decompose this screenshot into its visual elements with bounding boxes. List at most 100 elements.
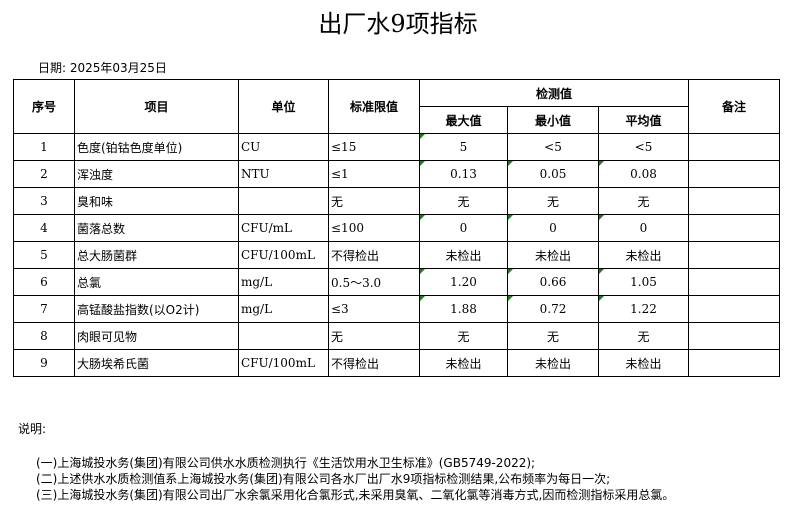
cell-min[interactable]: 0.05 (507, 160, 599, 188)
cell-item[interactable]: 臭和味 (74, 187, 239, 215)
cell-no[interactable]: 5 (13, 241, 75, 269)
cell-limit[interactable]: 不得检出 (328, 349, 420, 377)
cell-limit[interactable]: 无 (328, 322, 420, 350)
cell-remark[interactable] (688, 214, 780, 242)
header-measured: 检测值 (419, 79, 689, 107)
cell-text: 1.20 (450, 275, 477, 289)
cell-avg[interactable]: 1.05 (598, 268, 689, 296)
cell-no[interactable]: 6 (13, 268, 75, 296)
cell-text: 5 (40, 248, 48, 262)
cell-text: 无 (546, 194, 559, 209)
cell-min[interactable]: <5 (507, 133, 599, 161)
cell-max[interactable]: 未检出 (419, 349, 508, 377)
cell-avg[interactable]: 未检出 (598, 349, 689, 377)
cell-no[interactable]: 9 (13, 349, 75, 377)
cell-limit[interactable]: 不得检出 (328, 241, 420, 269)
cell-unit[interactable]: CFU/100mL (238, 349, 329, 377)
cell-avg[interactable]: 无 (598, 322, 689, 350)
cell-unit[interactable]: CFU/100mL (238, 241, 329, 269)
cell-unit[interactable]: mg/L (238, 295, 329, 323)
cell-text: 1.05 (630, 275, 657, 289)
cell-min[interactable]: 无 (507, 322, 599, 350)
error-indicator-icon (599, 269, 604, 274)
cell-item[interactable]: 色度(铂钴色度单位) (74, 133, 239, 161)
error-indicator-icon (420, 269, 425, 274)
error-indicator-icon (599, 215, 604, 220)
cell-max[interactable]: 1.20 (419, 268, 508, 296)
cell-max[interactable]: 无 (419, 187, 508, 215)
cell-text: 无 (637, 329, 650, 344)
cell-limit[interactable]: 无 (328, 187, 420, 215)
cell-limit[interactable]: ≤1 (328, 160, 420, 188)
cell-remark[interactable] (688, 295, 780, 323)
cell-limit[interactable]: 0.5～3.0 (328, 268, 420, 296)
cell-max[interactable]: 1.88 (419, 295, 508, 323)
table-row: 3 臭和味 无 无 无 无 (13, 187, 780, 215)
cell-no[interactable]: 8 (13, 322, 75, 350)
cell-max[interactable]: 5 (419, 133, 508, 161)
cell-avg[interactable]: 1.22 (598, 295, 689, 323)
cell-item[interactable]: 总大肠菌群 (74, 241, 239, 269)
cell-max[interactable]: 0.13 (419, 160, 508, 188)
cell-text: ≤1 (331, 167, 349, 181)
cell-min[interactable]: 0.66 (507, 268, 599, 296)
cell-no[interactable]: 7 (13, 295, 75, 323)
cell-min[interactable]: 无 (507, 187, 599, 215)
table-row: 1 色度(铂钴色度单位) CU ≤15 5 <5 <5 (13, 133, 780, 161)
cell-remark[interactable] (688, 268, 780, 296)
cell-remark[interactable] (688, 133, 780, 161)
table-row: 6 总氯 mg/L 0.5～3.0 1.20 0.66 1.05 (13, 268, 780, 296)
cell-remark[interactable] (688, 187, 780, 215)
cell-item[interactable]: 大肠埃希氏菌 (74, 349, 239, 377)
cell-no[interactable]: 4 (13, 214, 75, 242)
cell-min[interactable]: 未检出 (507, 349, 599, 377)
cell-limit[interactable]: ≤100 (328, 214, 420, 242)
cell-text: 臭和味 (77, 194, 114, 209)
cell-item[interactable]: 菌落总数 (74, 214, 239, 242)
error-indicator-icon (508, 215, 513, 220)
header-unit: 单位 (238, 79, 329, 134)
cell-limit[interactable]: ≤3 (328, 295, 420, 323)
cell-text: 0 (549, 221, 557, 235)
cell-text: mg/L (241, 275, 273, 289)
cell-item[interactable]: 高锰酸盐指数(以O2计) (74, 295, 239, 323)
cell-no[interactable]: 3 (13, 187, 75, 215)
cell-no[interactable]: 1 (13, 133, 75, 161)
header-avg: 平均值 (598, 106, 689, 134)
cell-avg[interactable]: 未检出 (598, 241, 689, 269)
cell-item[interactable]: 浑浊度 (74, 160, 239, 188)
cell-unit[interactable] (238, 322, 329, 350)
cell-remark[interactable] (688, 349, 780, 377)
error-indicator-icon (420, 296, 425, 301)
cell-text: 8 (40, 329, 48, 343)
cell-limit[interactable]: ≤15 (328, 133, 420, 161)
cell-max[interactable]: 0 (419, 214, 508, 242)
table-row: 4 菌落总数 CFU/mL ≤100 0 0 0 (13, 214, 780, 242)
cell-text: CU (241, 140, 261, 154)
cell-avg[interactable]: 无 (598, 187, 689, 215)
cell-avg[interactable]: 0 (598, 214, 689, 242)
cell-item[interactable]: 总氯 (74, 268, 239, 296)
cell-remark[interactable] (688, 322, 780, 350)
cell-avg[interactable]: <5 (598, 133, 689, 161)
cell-min[interactable]: 0 (507, 214, 599, 242)
cell-text: 未检出 (625, 356, 662, 371)
cell-min[interactable]: 未检出 (507, 241, 599, 269)
cell-unit[interactable]: mg/L (238, 268, 329, 296)
cell-text: 9 (40, 356, 48, 370)
cell-unit[interactable] (238, 187, 329, 215)
cell-max[interactable]: 未检出 (419, 241, 508, 269)
cell-min[interactable]: 0.72 (507, 295, 599, 323)
cell-remark[interactable] (688, 241, 780, 269)
cell-no[interactable]: 2 (13, 160, 75, 188)
cell-avg[interactable]: 0.08 (598, 160, 689, 188)
cell-item[interactable]: 肉眼可见物 (74, 322, 239, 350)
cell-text: CFU/100mL (241, 356, 315, 370)
cell-text: 无 (457, 329, 470, 344)
cell-unit[interactable]: NTU (238, 160, 329, 188)
cell-remark[interactable] (688, 160, 780, 188)
cell-max[interactable]: 无 (419, 322, 508, 350)
cell-unit[interactable]: CFU/mL (238, 214, 329, 242)
header-min: 最小值 (507, 106, 599, 134)
cell-unit[interactable]: CU (238, 133, 329, 161)
